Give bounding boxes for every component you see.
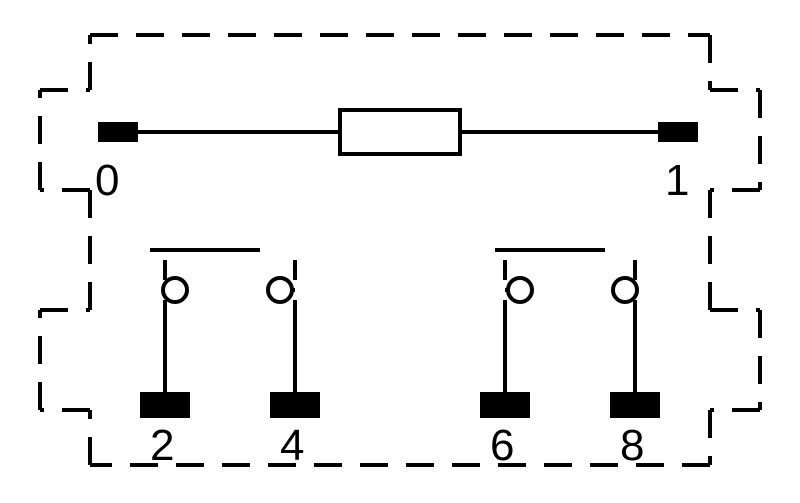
pin-2 xyxy=(140,392,190,418)
contact-node xyxy=(613,278,637,302)
pin-label-4: 4 xyxy=(280,421,304,470)
pin-label-6: 6 xyxy=(490,421,514,470)
pin-label-8: 8 xyxy=(620,421,644,470)
contact-node xyxy=(163,278,187,302)
coil-resistor xyxy=(135,110,660,154)
relay-schematic: 0 1 2 4 6 8 xyxy=(0,0,800,503)
pin-4 xyxy=(270,392,320,418)
bottom-pins xyxy=(140,392,660,418)
pin-label-1: 1 xyxy=(665,156,689,205)
pin-8 xyxy=(610,392,660,418)
contact-node xyxy=(508,278,532,302)
pin-1 xyxy=(658,122,698,142)
pin-6 xyxy=(480,392,530,418)
pin-labels: 0 1 2 4 6 8 xyxy=(95,156,689,470)
pin-0 xyxy=(98,122,138,142)
pin-label-2: 2 xyxy=(150,421,174,470)
pin-label-0: 0 xyxy=(95,156,119,205)
switch-contacts xyxy=(150,250,637,392)
contact-node xyxy=(268,278,292,302)
